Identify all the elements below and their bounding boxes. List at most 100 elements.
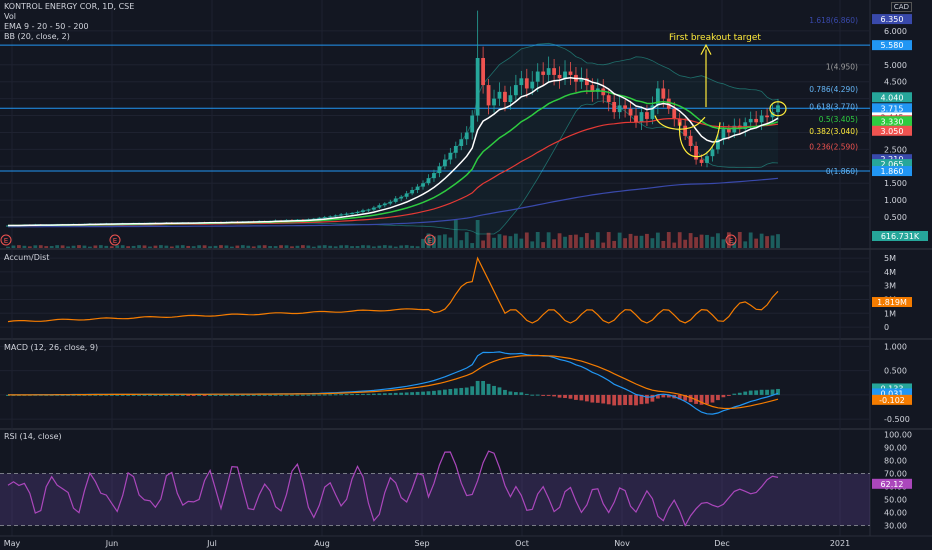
- candle-body: [776, 105, 780, 113]
- macd-histogram-bar: [442, 389, 447, 395]
- volume-bar: [180, 245, 185, 248]
- macd-histogram-bar: [279, 394, 283, 396]
- volume-bar: [371, 246, 376, 248]
- volume-bar: [93, 245, 98, 248]
- macd-histogram-bar: [306, 394, 311, 396]
- volume-bar: [666, 232, 671, 248]
- macd-histogram-bar: [584, 394, 589, 402]
- volume-bar: [650, 238, 655, 248]
- volume-bar: [716, 233, 720, 248]
- volume-bar: [137, 245, 141, 248]
- candle-body: [519, 78, 524, 86]
- macd-histogram-bar: [421, 391, 425, 395]
- candle-body: [513, 85, 518, 96]
- candle-body: [628, 108, 633, 116]
- fib-level-label: 1(4.950): [826, 62, 858, 71]
- macd-histogram-bar: [66, 394, 70, 396]
- macd-histogram-bar: [748, 390, 753, 395]
- macd-tick-label: 0.500: [884, 367, 907, 376]
- macd-histogram-bar: [574, 394, 578, 400]
- price-level-label: 5.580: [881, 41, 904, 50]
- volume-legend: Vol: [4, 12, 16, 21]
- macd-histogram-bar: [355, 393, 360, 395]
- volume-bar: [759, 233, 764, 248]
- volume-bar: [202, 245, 207, 248]
- adl-panel-label: Accum/Dist: [4, 253, 50, 262]
- volume-bar: [726, 232, 731, 248]
- rsi-tick-label: 70.00: [884, 470, 907, 479]
- volume-bar: [355, 246, 360, 248]
- volume-bar: [655, 232, 660, 248]
- macd-histogram-bar: [191, 394, 196, 396]
- candle-body: [590, 85, 595, 92]
- rsi-tick-label: 80.00: [884, 457, 907, 466]
- macd-histogram-bar: [98, 394, 103, 396]
- rsi-panel-label: RSI (14, close): [4, 432, 62, 441]
- macd-histogram-bar: [131, 394, 136, 396]
- macd-histogram-bar: [612, 394, 617, 406]
- macd-histogram-bar: [666, 394, 671, 398]
- macd-histogram-bar: [606, 394, 611, 405]
- candle-body: [612, 102, 617, 113]
- candle-body: [328, 216, 333, 218]
- candle-body: [557, 74, 562, 79]
- rsi-value-label: 62.12: [881, 480, 904, 489]
- macd-histogram-bar: [645, 394, 649, 404]
- rsi-tick-label: 90.00: [884, 444, 907, 453]
- candle-body: [754, 118, 759, 123]
- volume-bar: [153, 245, 158, 248]
- volume-bar: [421, 238, 425, 248]
- volume-bar: [213, 245, 218, 248]
- candle-body: [339, 214, 344, 216]
- adl-tick-label: 5M: [884, 254, 896, 263]
- volume-bar: [224, 245, 229, 248]
- volume-bar: [552, 239, 556, 248]
- volume-bar: [66, 246, 70, 248]
- volume-bar: [683, 239, 688, 248]
- macd-histogram-bar: [628, 394, 633, 406]
- candle-body: [716, 139, 720, 150]
- price-tick-label: 0.500: [884, 213, 907, 222]
- candle-body: [650, 105, 655, 119]
- price-level-badge: [872, 116, 912, 127]
- volume-bar: [492, 237, 496, 248]
- macd-histogram-bar: [284, 394, 289, 396]
- volume-badge-label: 616.731K: [881, 232, 920, 241]
- price-level-badge: [872, 166, 912, 177]
- x-tick-label: Sep: [414, 539, 429, 548]
- volume-bar: [88, 246, 92, 248]
- candle-body: [617, 105, 622, 113]
- volume-bar: [770, 235, 775, 248]
- candle-body: [645, 112, 649, 119]
- price-level-label: 2.065: [881, 160, 904, 169]
- macd-histogram-bar: [535, 394, 540, 396]
- macd-histogram-bar: [142, 394, 147, 396]
- volume-bar: [71, 245, 76, 248]
- currency-badge[interactable]: CAD: [890, 2, 912, 12]
- volume-badge: [872, 231, 928, 241]
- volume-bar: [497, 234, 502, 248]
- volume-bar: [513, 233, 518, 248]
- candle-body: [655, 88, 660, 106]
- macd-histogram-bar: [399, 392, 404, 395]
- macd-value-label: 0.031: [881, 389, 904, 398]
- price-tick-label: 5.000: [884, 61, 907, 70]
- adl-value-badge: [872, 297, 912, 308]
- fib-level-label: 0.618(3.770): [809, 102, 858, 111]
- candle-body: [371, 207, 376, 210]
- candle-body: [759, 115, 764, 123]
- fib-level-label: 0(1.860): [826, 167, 858, 176]
- volume-bar: [459, 240, 464, 248]
- x-tick-label: 2021: [830, 539, 850, 548]
- annotation-label: First breakout target: [669, 33, 761, 43]
- volume-bar: [426, 233, 431, 248]
- volume-bar: [503, 235, 507, 248]
- price-level-label: 3.715: [881, 104, 904, 113]
- price-level-label: 3.330: [881, 117, 904, 126]
- macd-histogram-bar: [737, 392, 742, 395]
- macd-panel-label: MACD (12, 26, close, 9): [4, 343, 99, 352]
- macd-histogram-bar: [202, 394, 207, 396]
- volume-bar: [317, 245, 322, 248]
- volume-bar: [546, 232, 551, 248]
